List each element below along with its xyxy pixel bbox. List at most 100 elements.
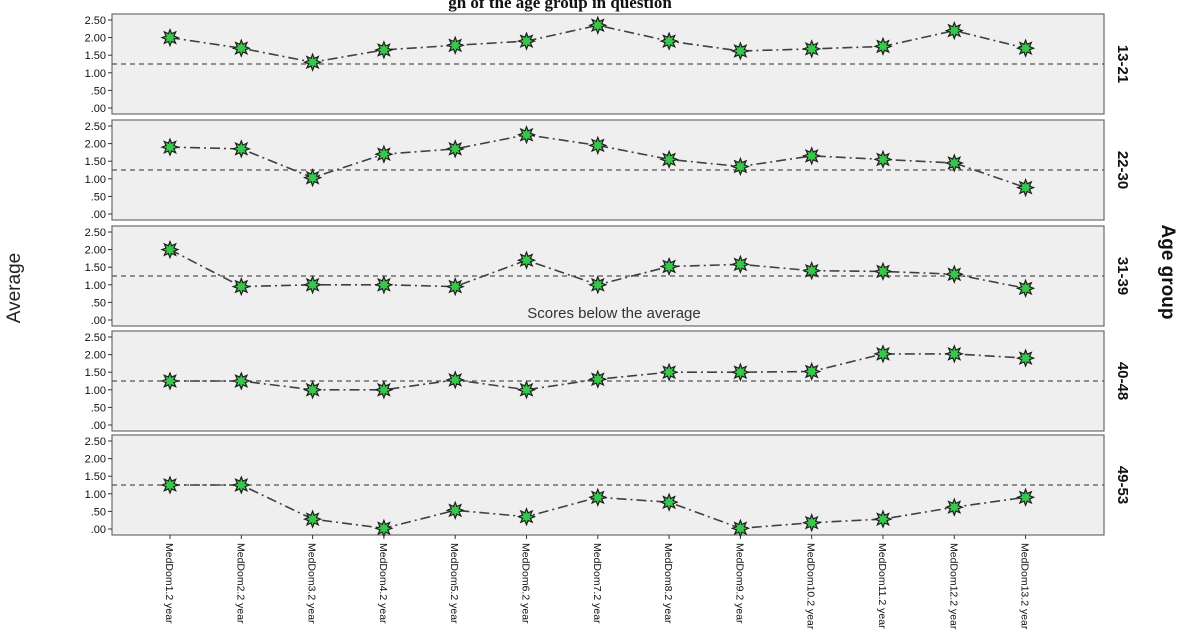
data-point-49-53-9 [730, 518, 751, 538]
data-point-31-39-1 [160, 239, 180, 260]
data-point-13-21-13 [1015, 38, 1036, 58]
category-axis: MedDom1.2 year MedDom2.2 year MedDom3.2 ye… [163, 535, 1031, 630]
data-point-40-48-9 [730, 362, 751, 382]
data-point-13-21-9 [730, 41, 751, 61]
data-point-22-30-8 [659, 149, 679, 170]
data-point-49-53-8 [659, 492, 679, 512]
data-point-49-53-2 [231, 475, 251, 495]
data-point-22-30-11 [873, 149, 893, 170]
data-point-49-53-1 [160, 475, 180, 495]
x-tick-label: MedDom10.2 year [805, 543, 817, 630]
data-point-22-30-4 [374, 144, 394, 164]
y-tick-label: .50 [91, 191, 106, 203]
x-tick-label: MedDom13.2 year [1019, 543, 1031, 630]
data-point-40-48-12 [944, 344, 964, 364]
data-point-49-53-3 [302, 509, 323, 529]
data-point-40-48-10 [802, 361, 822, 382]
y-tick-label: .50 [91, 506, 106, 518]
y-tick-label: 1.00 [85, 385, 106, 397]
y-tick-label: 2.00 [85, 245, 106, 257]
data-point-22-30-9 [730, 156, 751, 177]
data-point-13-21-12 [944, 20, 964, 41]
data-point-22-30-13 [1015, 177, 1036, 198]
data-point-49-53-7 [588, 487, 608, 507]
data-point-22-30-3 [302, 168, 323, 188]
data-point-22-30-10 [802, 146, 822, 166]
data-point-31-39-8 [659, 256, 679, 277]
chart-title: gh of the age group in question [448, 0, 672, 12]
data-point-49-53-10 [802, 513, 822, 533]
data-point-40-48-5 [445, 370, 465, 390]
y-tick-label: 1.50 [85, 156, 106, 168]
panel-13-21: .00 .50 1.00 1.50 2.00 2.50 13-21 [85, 13, 1131, 115]
y-tick-label: 2.00 [85, 33, 106, 45]
data-point-31-39-7 [588, 275, 608, 295]
data-point-49-53-4 [374, 518, 394, 538]
data-point-40-48-11 [873, 344, 893, 364]
data-point-22-30-2 [231, 139, 251, 159]
y-tick-label: .50 [91, 402, 106, 414]
y-tick-label: .00 [91, 524, 106, 536]
data-point-13-21-2 [231, 38, 251, 58]
facet-label-40-48: 40-48 [1114, 362, 1131, 400]
data-point-40-48-1 [160, 371, 180, 391]
y-tick-label: .50 [91, 85, 106, 97]
x-tick-label: MedDom4.2 year [377, 543, 389, 624]
facet-label-13-21: 13-21 [1114, 45, 1131, 83]
data-point-13-21-4 [374, 40, 394, 60]
data-point-31-39-10 [802, 261, 822, 281]
panel-40-48: .00 .50 1.00 1.50 2.00 2.50 40-48 [85, 330, 1131, 432]
data-point-31-39-2 [231, 276, 251, 297]
panel-49-53: .00 .50 1.00 1.50 2.00 2.50 49-53 [85, 434, 1131, 538]
data-point-13-21-7 [588, 15, 608, 35]
data-point-40-48-13 [1015, 348, 1036, 368]
y-tick-label: 1.00 [85, 174, 106, 186]
data-point-13-21-5 [445, 35, 465, 55]
y-tick-label: .00 [91, 420, 106, 432]
y-tick-label: 2.50 [85, 227, 106, 239]
data-point-49-53-11 [873, 509, 893, 529]
data-point-40-48-8 [659, 362, 679, 382]
y-axis-title: Average [4, 253, 25, 323]
data-point-22-30-5 [445, 139, 465, 159]
y-tick-label: .00 [91, 103, 106, 115]
data-point-31-39-4 [374, 275, 394, 295]
x-tick-label: MedDom7.2 year [591, 543, 603, 624]
y-tick-label: 1.50 [85, 367, 106, 379]
x-tick-label: MedDom12.2 year [947, 543, 959, 630]
data-point-13-21-10 [802, 39, 822, 59]
x-tick-label: MedDom1.2 year [163, 543, 175, 624]
data-point-22-30-7 [588, 135, 608, 156]
y-tick-label: 2.00 [85, 350, 106, 362]
x-tick-label: MedDom11.2 year [876, 543, 888, 629]
x-tick-label: MedDom8.2 year [662, 543, 674, 624]
data-point-49-53-13 [1015, 487, 1036, 507]
y-tick-label: .00 [91, 209, 106, 221]
panel-31-39: .00 .50 1.00 1.50 2.00 2.50 31-39 [85, 225, 1131, 327]
panel-22-30: .00 .50 1.00 1.50 2.00 2.50 22-30 [85, 119, 1131, 221]
data-point-13-21-8 [659, 31, 679, 51]
data-point-13-21-3 [302, 52, 323, 72]
y-tick-label: .00 [91, 315, 106, 327]
facet-label-22-30: 22-30 [1114, 151, 1131, 189]
facet-label-31-39: 31-39 [1114, 257, 1131, 295]
data-point-49-53-12 [944, 497, 964, 517]
y-tick-label: 1.00 [85, 280, 106, 292]
data-point-31-39-5 [445, 276, 465, 297]
y-tick-label: 1.00 [85, 489, 106, 501]
x-tick-label: MedDom3.2 year [306, 543, 318, 624]
y-tick-label: .50 [91, 297, 106, 309]
data-point-40-48-6 [516, 380, 537, 400]
data-point-49-53-5 [445, 500, 465, 520]
data-point-31-39-11 [873, 261, 893, 282]
facet-title: Age group [1157, 225, 1178, 320]
data-point-13-21-1 [160, 27, 180, 48]
data-point-40-48-2 [231, 371, 251, 391]
data-point-13-21-6 [516, 31, 537, 51]
data-point-22-30-6 [516, 125, 537, 145]
y-tick-label: 1.50 [85, 262, 106, 274]
facet-panels: .00 .50 1.00 1.50 2.00 2.50 13-21 .00 .50 1.00 1.5… [85, 13, 1131, 538]
data-point-31-39-9 [730, 254, 751, 275]
x-tick-label: MedDom9.2 year [733, 543, 745, 624]
